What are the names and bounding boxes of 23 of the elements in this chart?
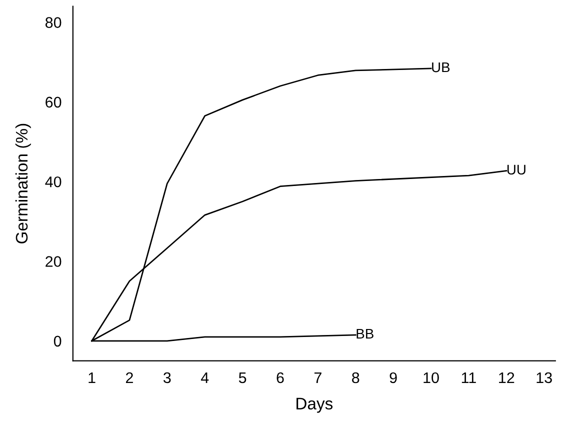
x-tick-label: 7 bbox=[314, 372, 322, 383]
x-axis-title: Days bbox=[296, 398, 333, 413]
series-label: BB bbox=[356, 328, 374, 339]
x-tick-label: 12 bbox=[499, 372, 514, 383]
y-tick-label: 20 bbox=[46, 256, 62, 267]
x-tick-label: 1 bbox=[88, 372, 96, 383]
x-tick-label: 11 bbox=[462, 372, 476, 383]
x-tick-label: 10 bbox=[424, 372, 439, 384]
x-tick-label: 2 bbox=[126, 372, 133, 383]
y-axis-title: Germination (%) bbox=[15, 124, 31, 244]
x-tick-label: 6 bbox=[276, 372, 284, 384]
x-tick-label: 8 bbox=[352, 372, 360, 384]
x-tick-label: 4 bbox=[200, 372, 209, 383]
x-tick-label: 5 bbox=[238, 372, 246, 384]
x-tick-label: 9 bbox=[390, 372, 397, 384]
y-tick-label: 40 bbox=[45, 176, 62, 188]
series-label: UB bbox=[432, 62, 450, 72]
series-label: UU bbox=[507, 164, 526, 175]
y-tick-label: 80 bbox=[45, 17, 62, 28]
x-tick-label: 3 bbox=[163, 372, 171, 384]
y-tick-label: 60 bbox=[46, 96, 62, 108]
x-tick-label: 13 bbox=[536, 372, 552, 384]
y-tick-label: 0 bbox=[54, 336, 62, 347]
